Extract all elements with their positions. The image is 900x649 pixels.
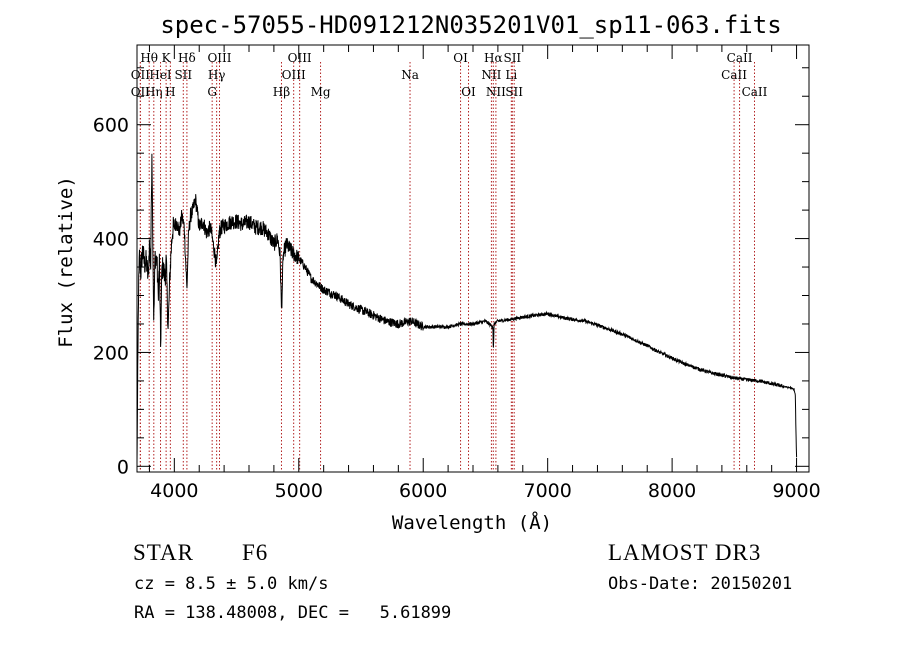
x-tick-label: 7000 (523, 480, 571, 502)
survey-name: LAMOST DR3 (608, 540, 762, 565)
x-tick-label: 9000 (772, 480, 820, 502)
spectral-line-label: K (162, 51, 172, 65)
spectral-line-label: OIII (282, 68, 306, 82)
spectral-line-label: HeI (149, 68, 172, 82)
spectral-line-label: Na (401, 68, 419, 82)
spectral-line-label: CaII (727, 51, 753, 65)
spectral-line-label: Mg (311, 85, 331, 99)
x-tick-label: 4000 (150, 480, 198, 502)
x-tick-label: 8000 (648, 480, 696, 502)
spectral-line-label: Hδ (178, 51, 196, 65)
spectral-line-label: G (207, 85, 217, 99)
spectral-line-label: SII (174, 68, 192, 82)
plot-frame (136, 44, 810, 473)
spectral-line-label: CaII (742, 85, 768, 99)
spectral-line-label: OIII (288, 51, 312, 65)
spectral-line-label: Li (505, 68, 517, 82)
spectral-line-label: OII (131, 85, 151, 99)
y-tick-label: 200 (93, 342, 129, 364)
chart-title: spec-57055-HD091212N035201V01_sp11-063.f… (160, 11, 781, 39)
spectral-line-label: OIII (207, 51, 231, 65)
spectral-lines: OIIHθOIIHηHeIKHSIIHδGOIIIHγHβOIIIOIIIMgN… (131, 51, 768, 472)
coordinates: RA = 138.48008, DEC = 5.61899 (134, 603, 452, 623)
y-tick-label: 400 (93, 229, 129, 251)
redshift-text: cz = 8.5 ± 5.0 km/s (134, 574, 329, 594)
spectral-line-label: OII (131, 68, 151, 82)
spectral-line-label: NII (481, 68, 501, 82)
spectral-line-label: CaII (721, 68, 747, 82)
y-axis-label: Flux (relative) (55, 176, 77, 348)
obs-date: Obs-Date: 20150201 (608, 574, 793, 594)
spectral-line-label: SII (505, 85, 523, 99)
spectral-line-label: OI (461, 85, 476, 99)
x-tick-label: 6000 (399, 480, 447, 502)
x-tick-label: 5000 (275, 480, 323, 502)
spectral-line-label: H (165, 85, 175, 99)
spectral-line-label: Hβ (273, 85, 290, 99)
spectral-line-label: NII (486, 85, 506, 99)
object-subclass: F6 (242, 540, 269, 565)
y-tick-label: 0 (117, 456, 129, 478)
spectral-line-label: SII (503, 51, 521, 65)
spectral-line-label: Hθ (140, 51, 158, 65)
y-tick-label: 600 (93, 115, 129, 137)
spectral-line-label: OI (453, 51, 468, 65)
spectrum-line (136, 153, 798, 463)
spectral-line-label: Hα (484, 51, 503, 65)
x-axis-label: Wavelength (Å) (392, 511, 552, 534)
spectral-line-label: Hη (145, 85, 163, 99)
spectral-line-label: Hγ (208, 68, 226, 82)
axis-ticks: 4000 5000 6000 7000 8000 9000 0 200 400 600 (93, 45, 821, 502)
object-class: STAR (133, 540, 194, 565)
